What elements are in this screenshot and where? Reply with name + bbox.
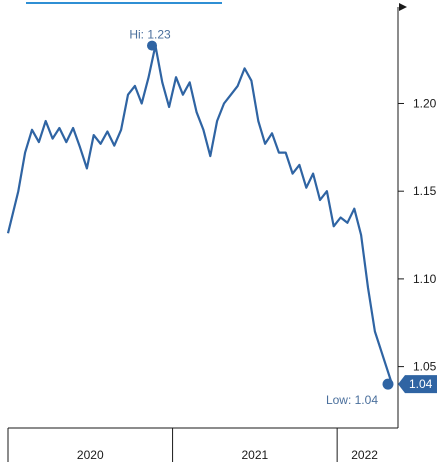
last-value-badge: [398, 375, 437, 394]
y-tick-label-3: 1.20: [413, 96, 437, 110]
last-value-tag: 1.04: [398, 375, 437, 394]
series-line: [6, 44, 394, 385]
x-tick-label-1: 2021: [242, 448, 269, 462]
last-value-label: 1.04: [409, 377, 433, 391]
y-tick-label-1: 1.10: [413, 272, 437, 286]
low-marker: [382, 378, 394, 390]
x-tick-label-0: 2020: [77, 448, 104, 462]
y-axis-arrow: [399, 3, 407, 11]
high-marker: [147, 40, 157, 51]
low-annotation: Low: 1.04: [326, 378, 394, 407]
y-tick-label-0: 1.05: [413, 360, 437, 374]
x-tick-label-2: 2022: [351, 448, 378, 462]
y-tick-label-2: 1.15: [413, 184, 437, 198]
y-axis: 1.05 1.10 1.15 1.20: [397, 3, 437, 428]
low-label: Low: 1.04: [326, 393, 378, 407]
x-axis: 2020 2021 2022: [7, 427, 398, 462]
high-annotation: Hi: 1.23: [129, 28, 171, 51]
high-label: Hi: 1.23: [129, 28, 171, 42]
